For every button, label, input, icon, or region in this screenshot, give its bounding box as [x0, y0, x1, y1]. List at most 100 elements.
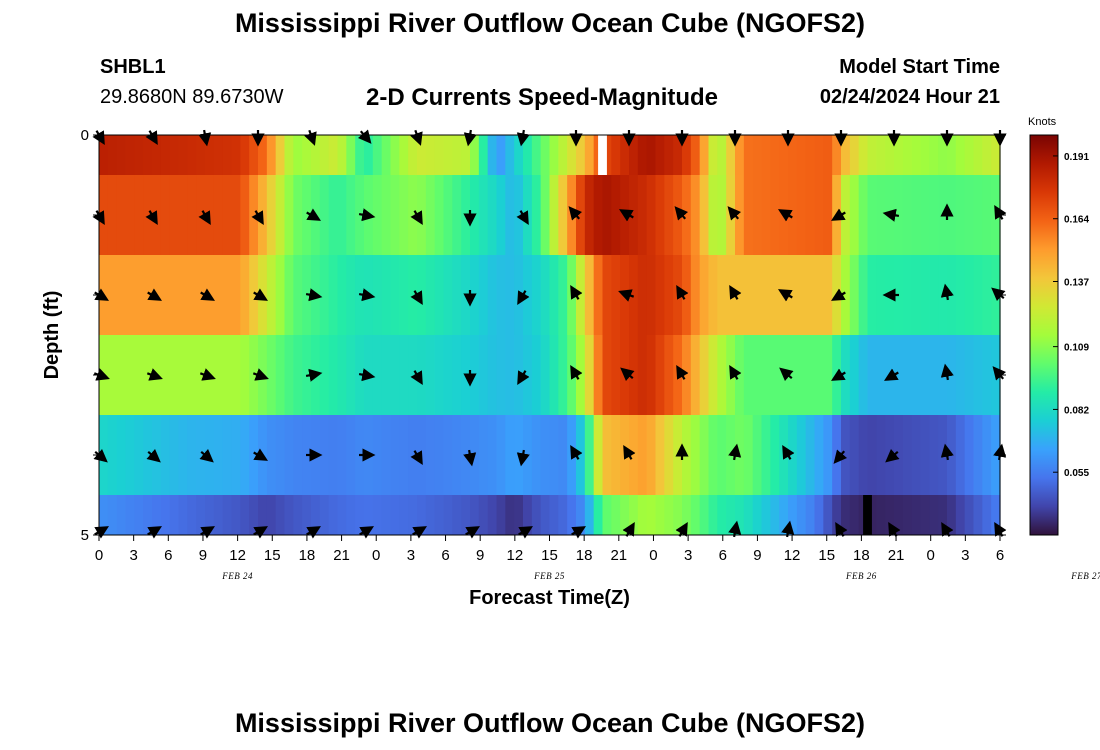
heatmap-cell: [143, 335, 153, 415]
heatmap-cell: [920, 135, 930, 175]
heatmap-cell: [266, 175, 277, 255]
heatmap-cell: [690, 415, 701, 495]
current-arrow: [777, 209, 793, 222]
heatmap-cell: [399, 175, 409, 255]
current-arrow: [412, 526, 428, 539]
heatmap-cell: [487, 495, 498, 535]
x-tick-label: 3: [129, 547, 137, 564]
heatmap-cell: [187, 415, 197, 495]
heatmap-cell: [381, 255, 392, 335]
heatmap-cell: [222, 175, 233, 255]
heatmap-cell: [964, 175, 975, 255]
heatmap-cell: [867, 135, 877, 175]
heatmap-cell: [425, 175, 436, 255]
heatmap-cell: [258, 495, 268, 535]
heatmap-cell: [540, 415, 551, 495]
heatmap-cell: [690, 175, 701, 255]
heatmap-cell: [417, 415, 427, 495]
heatmap-cell: [346, 335, 356, 415]
heatmap-cell: [178, 415, 188, 495]
heatmap-cell: [425, 135, 436, 175]
x-tick-label: 21: [888, 547, 905, 564]
heatmap-cell: [584, 255, 595, 335]
heatmap-cell: [346, 415, 356, 495]
heatmap-cell: [584, 335, 595, 415]
heatmap-cell: [735, 415, 745, 495]
heatmap-cell: [584, 135, 595, 175]
heatmap-cell: [593, 415, 604, 495]
heatmap-cell: [770, 415, 780, 495]
heatmap-cell: [187, 135, 197, 175]
heatmap-cell: [275, 175, 286, 255]
heatmap-cell: [328, 335, 339, 415]
heatmap-cell: [169, 175, 180, 255]
heatmap-cell: [487, 255, 498, 335]
heatmap-cell: [699, 415, 710, 495]
heatmap-cell: [169, 335, 180, 415]
heatmap-cell: [478, 415, 489, 495]
heatmap-cell: [646, 335, 657, 415]
heatmap-cell: [717, 255, 727, 335]
heatmap-cell: [231, 135, 241, 175]
heatmap-cell: [567, 495, 577, 535]
heatmap-cell: [496, 255, 506, 335]
heatmap-cell: [982, 135, 992, 175]
x-tick-label: 3: [961, 547, 969, 564]
plot-area: [92, 129, 1007, 539]
heatmap-cell: [743, 335, 754, 415]
heatmap-cell: [752, 495, 763, 535]
heatmap-cell: [390, 175, 400, 255]
heatmap-cell: [364, 135, 374, 175]
model-start-value: 02/24/2024 Hour 21: [819, 86, 1000, 108]
heatmap-cell: [735, 135, 745, 175]
heatmap-cell: [319, 335, 330, 415]
current-arrow: [777, 289, 793, 302]
heatmap-cell: [240, 175, 250, 255]
heatmap-cell: [266, 415, 277, 495]
heatmap-cell: [549, 495, 559, 535]
heatmap-cell: [947, 135, 957, 175]
heatmap-cell: [814, 255, 824, 335]
heatmap-cell: [602, 255, 612, 335]
heatmap-cell: [425, 415, 436, 495]
x-date-label: FEB 24: [221, 571, 253, 581]
heatmap-cell: [655, 135, 665, 175]
heatmap-cell: [593, 335, 604, 415]
heatmap-cell: [523, 175, 533, 255]
heatmap-cell: [169, 415, 180, 495]
heatmap-cell: [637, 135, 648, 175]
footer-title: Mississippi River Outflow Ocean Cube (NG…: [234, 708, 866, 738]
heatmap-cell: [213, 135, 224, 175]
current-arrow: [570, 364, 583, 380]
heatmap-cell: [143, 495, 153, 535]
heatmap-cell: [425, 255, 436, 335]
heatmap-cell: [558, 495, 568, 535]
heatmap-cell: [99, 135, 109, 175]
heatmap-cell: [319, 255, 330, 335]
heatmap-cell: [531, 335, 542, 415]
heatmap-cell: [876, 495, 886, 535]
heatmap-cell: [319, 135, 330, 175]
heatmap-cell: [496, 495, 506, 535]
current-arrow: [727, 206, 742, 221]
heatmap-cell: [929, 415, 939, 495]
heatmap-cell: [832, 495, 842, 535]
heatmap-cell: [284, 175, 294, 255]
heatmap-cell: [222, 255, 233, 335]
heatmap-cell: [920, 335, 930, 415]
heatmap-cell: [284, 495, 294, 535]
heatmap-cell: [381, 135, 392, 175]
current-arrow: [940, 363, 954, 381]
current-arrow: [568, 206, 583, 221]
heatmap-cell: [531, 415, 542, 495]
heatmap-cell: [849, 495, 860, 535]
heatmap-cell: [664, 135, 674, 175]
heatmap-cell: [584, 495, 595, 535]
heatmap-cell: [443, 415, 453, 495]
heatmap-cell: [823, 335, 833, 415]
heatmap-cell: [558, 335, 568, 415]
heatmap-cell: [381, 415, 392, 495]
heatmap-cell: [152, 175, 162, 255]
heatmap-cell: [187, 175, 197, 255]
heatmap-cell: [664, 255, 674, 335]
